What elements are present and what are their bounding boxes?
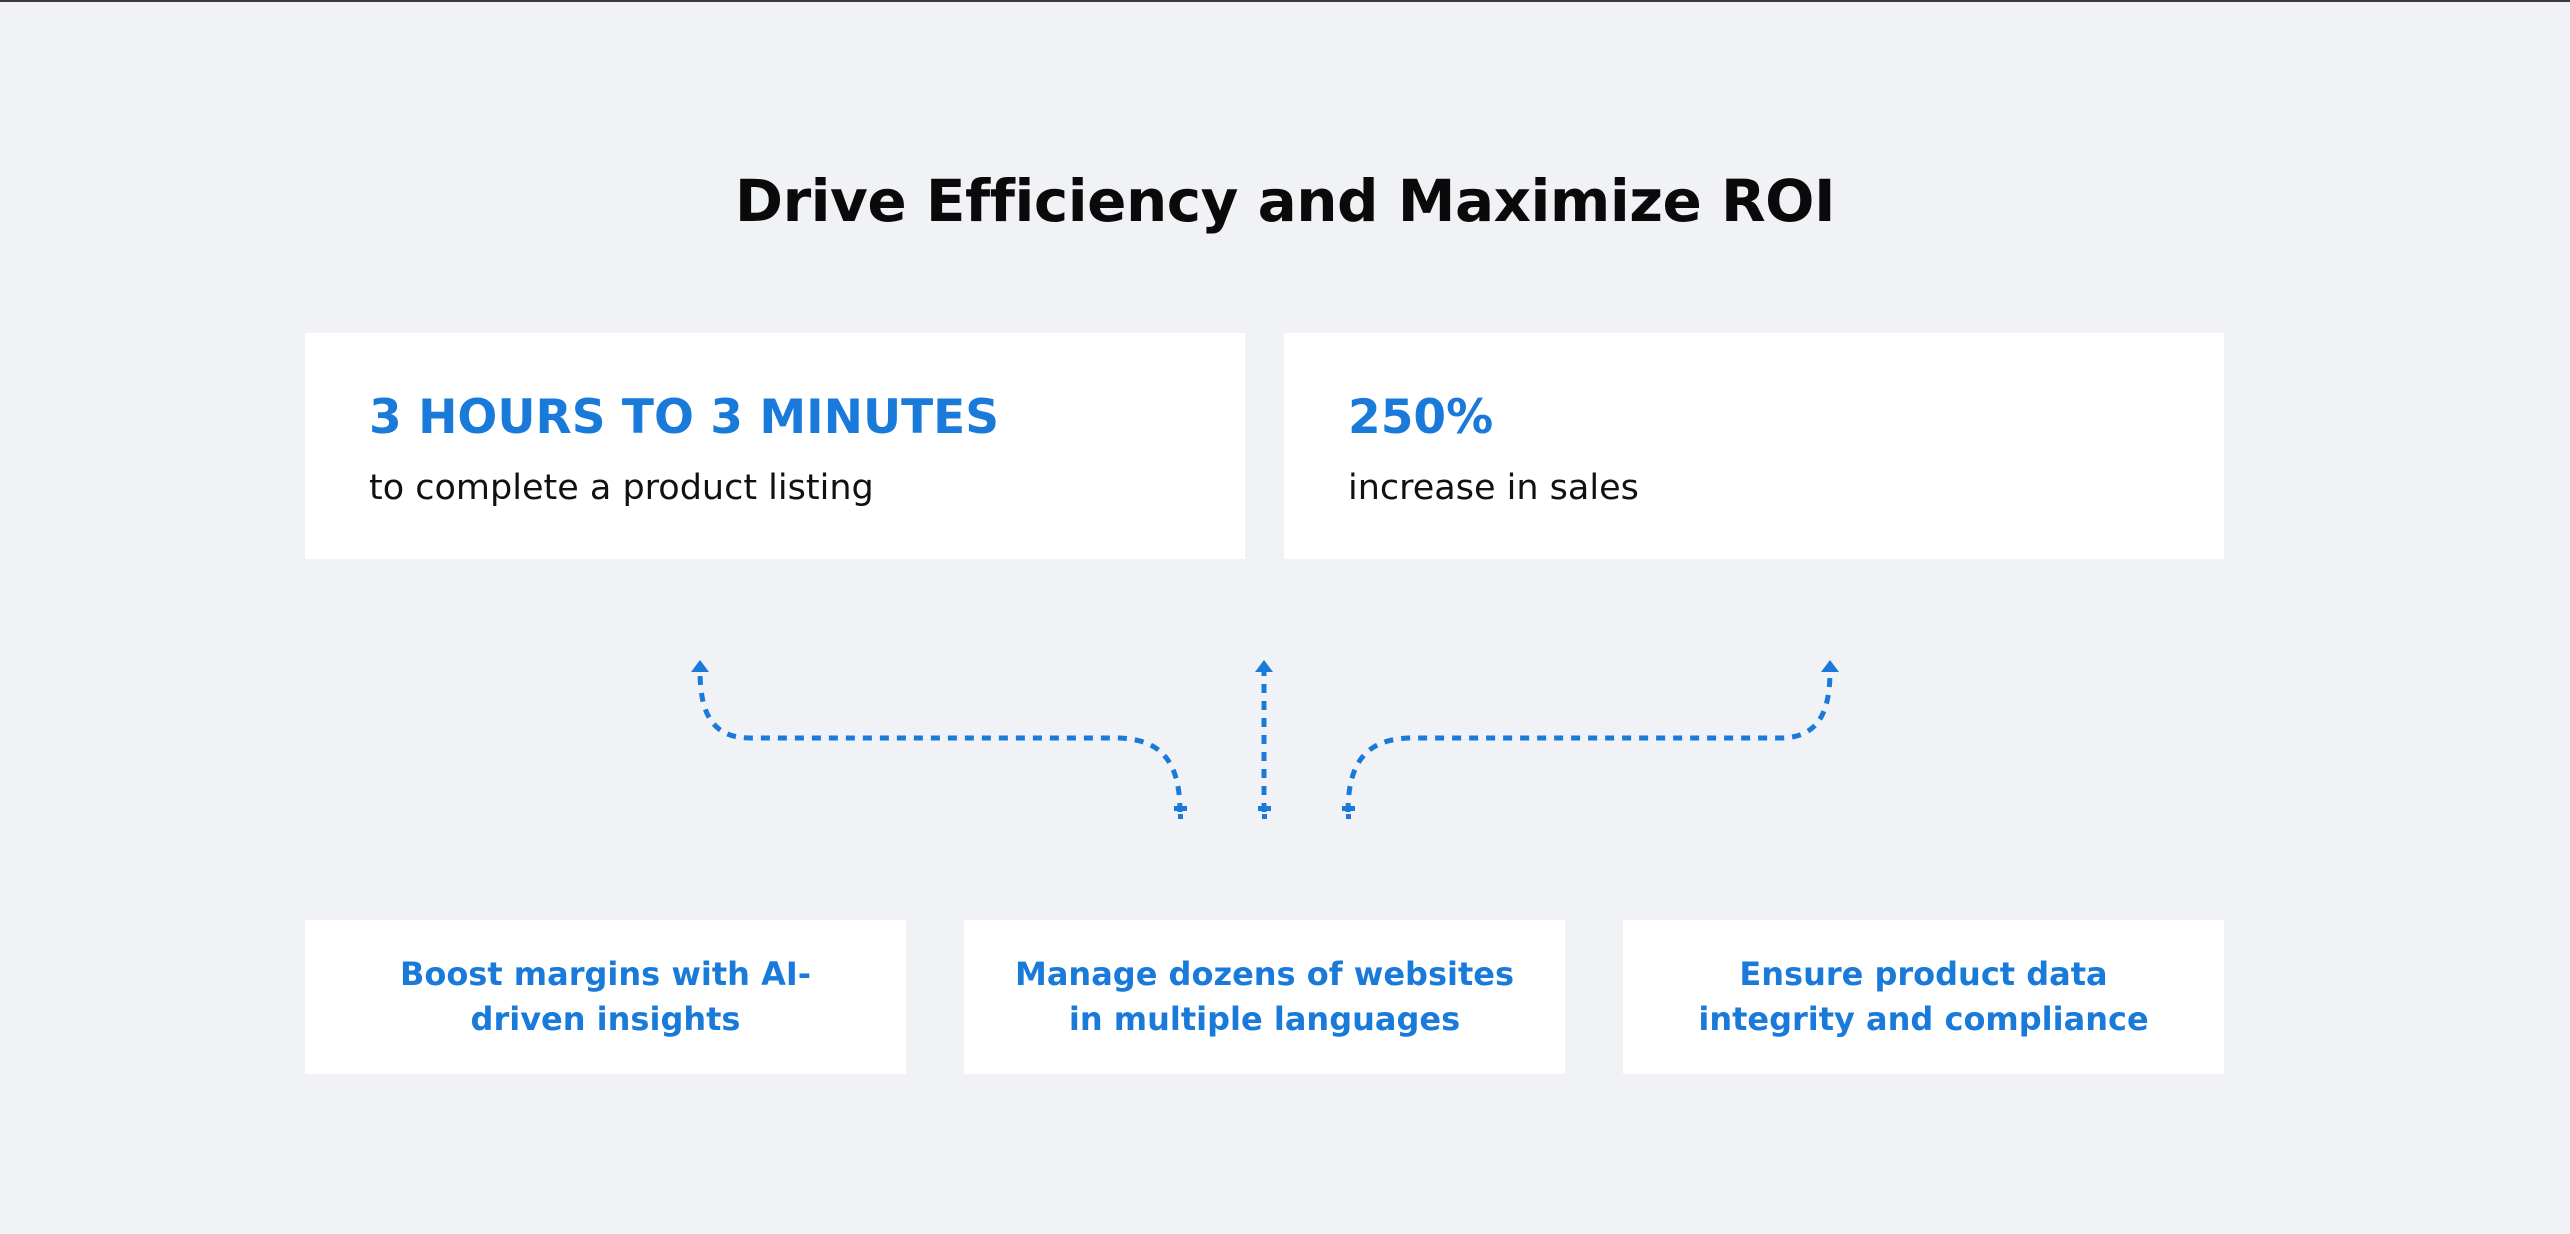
stat-description: to complete a product listing: [369, 468, 874, 508]
connector-origin-dot: [1262, 814, 1267, 819]
connector-origin-dot: [1182, 806, 1187, 811]
arrow-up-icon: [1255, 660, 1273, 672]
stat-card-time-savings: 3 HOURS TO 3 MINUTES to complete a produ…: [305, 333, 1245, 559]
arrow-up-icon: [691, 660, 709, 672]
top-border: [0, 0, 2570, 2]
connector-origin-dot: [1346, 814, 1351, 819]
stat-description: increase in sales: [1348, 468, 1639, 508]
connector-origin-dot: [1258, 806, 1263, 811]
connector-origin-dot: [1178, 814, 1183, 819]
connector-right: [1345, 669, 1833, 813]
connector-left: [697, 669, 1183, 813]
connector-origin-dot: [1350, 806, 1355, 811]
feature-card-websites: Manage dozens of websites in multiple la…: [964, 920, 1565, 1074]
feature-label: Boost margins with AI-driven insights: [399, 955, 812, 1038]
connector-origin-dot: [1342, 806, 1347, 811]
connector-origin-dot: [1266, 806, 1271, 811]
connector-origin-dot: [1174, 806, 1179, 811]
feature-label: Manage dozens of websites in multiple la…: [1014, 955, 1515, 1038]
feature-card-margins: Boost margins with AI-driven insights: [305, 920, 906, 1074]
feature-card-compliance: Ensure product data integrity and compli…: [1623, 920, 2224, 1074]
stat-value: 250%: [1348, 390, 1494, 445]
stat-card-sales-increase: 250% increase in sales: [1284, 333, 2224, 559]
feature-label: Ensure product data integrity and compli…: [1698, 955, 2149, 1038]
stat-value: 3 HOURS TO 3 MINUTES: [369, 390, 1000, 445]
arrow-up-icon: [1821, 660, 1839, 672]
page-title: Drive Efficiency and Maximize ROI: [734, 167, 1836, 235]
